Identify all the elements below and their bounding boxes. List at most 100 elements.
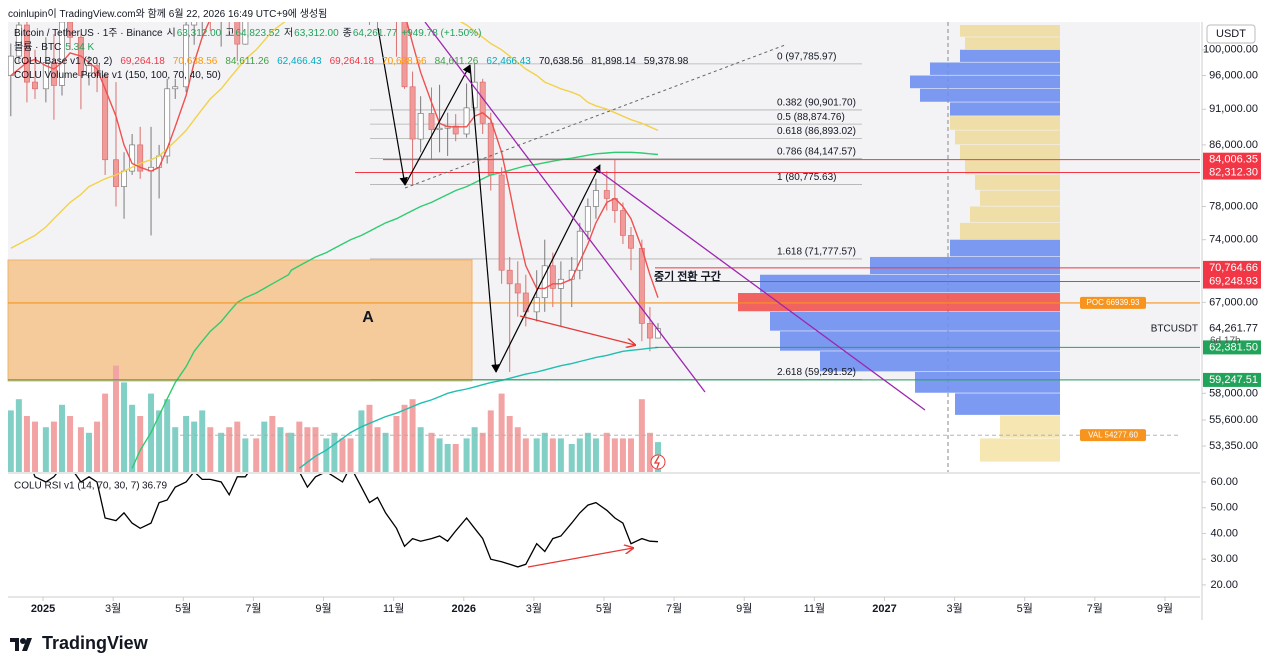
profile-row [870, 256, 1060, 275]
candle-body [628, 235, 634, 249]
x-tick-label: 2025 [31, 603, 55, 615]
candle-body [183, 24, 190, 88]
volume-bar [479, 432, 486, 472]
y-tick-label: 96,000.00 [1209, 69, 1258, 81]
candle-body [619, 210, 626, 236]
candle-body [15, 24, 22, 57]
candle-body [479, 81, 486, 124]
volume-bar [42, 427, 49, 472]
volume-bar [242, 438, 249, 472]
price-tag-label: 82,312.30 [1209, 166, 1258, 178]
volume-bar [498, 393, 505, 472]
volume-bar [234, 421, 241, 472]
profile-row [960, 222, 1060, 240]
credit: coinlupin이 TradingView.com와 함께 6월 22, 20… [8, 9, 328, 20]
volume-bar [261, 421, 268, 472]
poc-tag [1080, 296, 1146, 309]
profile-row [770, 311, 1060, 331]
price-tag-label: 84,006.35 [1209, 154, 1258, 166]
volume-bar [506, 416, 513, 472]
candle-body [506, 269, 513, 285]
candle-body [592, 190, 599, 207]
event-icon [650, 454, 666, 470]
candle-body [234, 22, 241, 45]
volume-bar [323, 438, 330, 472]
volume-bar [129, 404, 136, 472]
rsi-pane [33, 474, 659, 568]
last-price: 64,261.77 [1209, 323, 1258, 335]
profile-row [980, 190, 1060, 206]
volume-bar [8, 410, 14, 472]
volume-bar [31, 421, 38, 472]
volume-bar [603, 432, 610, 472]
rsi-title: COLU RSI v1 (14, 70, 30, 7) [14, 481, 140, 492]
candle-body [533, 297, 540, 313]
y-tick-label: 58,000.00 [1209, 387, 1258, 399]
fib-label: 0.618 (86,893.02) [777, 126, 856, 137]
profile-row [1000, 415, 1060, 438]
volume-bar [304, 427, 311, 472]
volume-bar [183, 416, 190, 472]
volume-bar [288, 432, 295, 472]
volume-bar [156, 410, 163, 472]
volume-bar [568, 444, 575, 472]
profile-row [955, 393, 1060, 415]
volume-bar [296, 421, 303, 472]
volume-bar [409, 399, 416, 472]
volume-bar [557, 438, 564, 472]
x-tick-label: 9월 [1157, 602, 1173, 615]
profile-row [960, 144, 1060, 160]
candle-body [8, 55, 14, 76]
rsi-tick-label: 20.00 [1210, 579, 1238, 591]
x-tick-label: 5월 [1017, 602, 1033, 615]
profile-row [760, 274, 1060, 293]
price-tag [1203, 152, 1261, 167]
volume-bar [312, 427, 319, 472]
profile-row [965, 37, 1060, 50]
profile-row [910, 75, 1060, 89]
candle-body [576, 230, 583, 271]
wave-arrow [469, 64, 500, 373]
volume-bar [121, 382, 128, 472]
volume-bar [102, 393, 109, 472]
last-symbol: BTCUSDT [1151, 323, 1198, 334]
volume-bar [77, 427, 84, 472]
candle-body [23, 24, 30, 83]
candle-body [219, 15, 224, 16]
candle-body [191, 22, 198, 26]
price-tag [1203, 274, 1261, 289]
rsi-tick-label: 40.00 [1210, 527, 1238, 539]
candle-body [463, 107, 470, 135]
price-tag-label: 70,764.66 [1209, 262, 1258, 274]
candle-body [417, 113, 424, 140]
profile-row [780, 331, 1060, 351]
volume-bar [514, 427, 521, 472]
profile-row [970, 206, 1060, 223]
profile-row [975, 174, 1060, 190]
poc-tag-label: POC 66939.93 [1087, 298, 1140, 307]
candle-body [549, 265, 556, 289]
volume-bar [638, 399, 645, 472]
candle-body [32, 81, 38, 90]
y-tick-label: 67,000.00 [1209, 296, 1258, 308]
price-tag [1203, 165, 1261, 180]
volume-bar [94, 421, 101, 472]
volume-bar [452, 444, 459, 472]
candle-body [164, 88, 171, 157]
candle-body [67, 22, 74, 38]
price-tag-label: 59,247.51 [1209, 374, 1258, 386]
x-tick-label: 11월 [804, 602, 826, 615]
candle-body [113, 159, 119, 187]
fib-label: 0.786 (84,147.57) [777, 146, 856, 157]
volume-bar [541, 432, 548, 472]
rsi-tick-label: 60.00 [1210, 476, 1238, 488]
volume-bar [619, 438, 626, 472]
drawings [377, 22, 926, 470]
profile-row [960, 49, 1060, 62]
volume-profile [738, 25, 1060, 462]
fib-levels: 0 (97,785.97) 0.382 (90,901.70) 0.5 (88,87… [370, 52, 862, 380]
profile-row [930, 62, 1060, 75]
x-tick-label: 3월 [946, 602, 962, 615]
